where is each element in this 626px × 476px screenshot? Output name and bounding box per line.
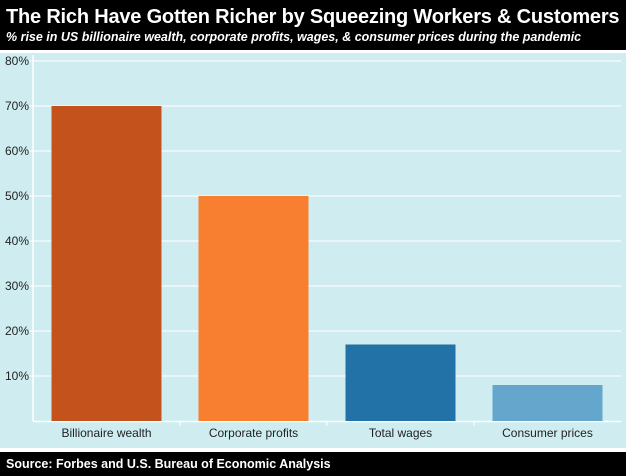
y-tick-label: 50% <box>5 189 29 203</box>
bar-total-wages <box>345 344 456 421</box>
y-tick-label: 10% <box>5 369 29 383</box>
bar-consumer-prices <box>492 385 603 421</box>
y-tick-label: 80% <box>5 54 29 68</box>
chart-subtitle: % rise in US billionaire wealth, corpora… <box>6 30 582 44</box>
x-tick-label: Billionaire wealth <box>61 426 151 440</box>
y-tick-label: 20% <box>5 324 29 338</box>
bar-chart: 10% 20% 30% 40% 50% 60% 70% 80% Billionaire weal… <box>5 54 621 440</box>
x-tick-label: Corporate profits <box>209 426 298 440</box>
chart-header: The Rich Have Gotten Richer by Squeezing… <box>0 0 626 50</box>
y-tick-label: 30% <box>5 279 29 293</box>
y-tick-label: 40% <box>5 234 29 248</box>
chart-footer: Source: Forbes and U.S. Bureau of Econom… <box>0 452 626 476</box>
chart-title: The Rich Have Gotten Richer by Squeezing… <box>6 6 620 28</box>
y-tick-label: 60% <box>5 144 29 158</box>
bar-billionaire-wealth <box>51 106 162 421</box>
source-note: Source: Forbes and U.S. Bureau of Econom… <box>6 457 331 471</box>
x-tick-label: Total wages <box>369 426 432 440</box>
bar-corporate-profits <box>198 196 309 421</box>
x-tick-label: Consumer prices <box>502 426 593 440</box>
y-tick-label: 70% <box>5 99 29 113</box>
